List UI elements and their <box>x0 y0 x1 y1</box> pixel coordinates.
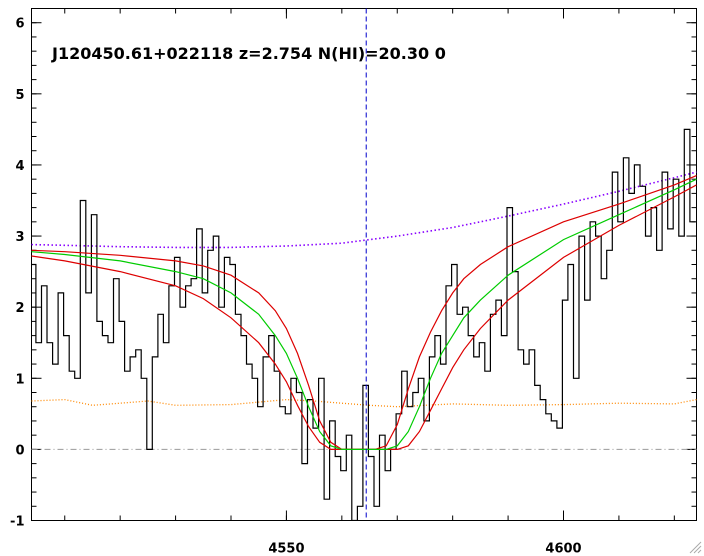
chart-title: J120450.61+022118 z=2.754 N(HI)=20.30 0 <box>51 44 446 63</box>
error-series <box>31 398 697 408</box>
flux-series <box>31 128 696 521</box>
y-tick-label: 5 <box>15 88 24 103</box>
x-tick-label: 4550 <box>268 542 304 556</box>
y-tick-label: 0 <box>15 443 24 458</box>
y-tick-label: 2 <box>15 301 24 316</box>
y-tick-label: 3 <box>15 230 24 245</box>
y-tick-label: 6 <box>15 17 24 32</box>
axis-tick-labels: -1 0 1 2 3 4 5 6 4550 4600 <box>10 17 582 556</box>
plot-area <box>31 8 697 521</box>
x-tick-label: 4600 <box>545 542 581 556</box>
y-tick-label: 1 <box>15 372 24 387</box>
fit-series <box>31 178 697 450</box>
y-tick-label: 4 <box>15 159 24 174</box>
resize-grip[interactable] <box>689 541 702 554</box>
plot-frame <box>31 8 697 521</box>
series-layer <box>31 8 697 521</box>
y-tick-label: -1 <box>10 515 24 530</box>
fit-upper-series <box>31 175 697 450</box>
axis-ticks <box>31 8 697 521</box>
